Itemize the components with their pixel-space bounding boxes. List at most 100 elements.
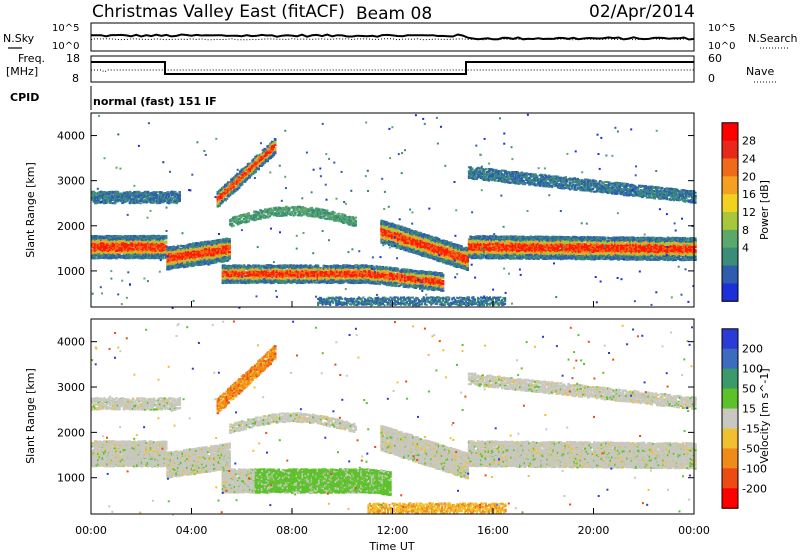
- echo-cell: [164, 240, 168, 243]
- echo-cell: [124, 257, 127, 260]
- echo-cell: [118, 237, 121, 240]
- beam-title: Beam 08: [356, 4, 432, 24]
- echo-cell: [100, 255, 103, 258]
- echo-cell: [161, 251, 165, 254]
- echo-cell: [148, 239, 151, 242]
- echo-cell: [164, 251, 168, 254]
- echo-cell: [116, 243, 120, 246]
- echo-cell: [139, 242, 142, 245]
- echo-cell: [94, 237, 97, 239]
- echo-cell: [154, 240, 157, 243]
- echo-cell: [148, 237, 151, 240]
- echo-cell: [130, 252, 133, 255]
- echo-cell: [163, 241, 166, 244]
- echo-cell: [158, 256, 162, 259]
- echo-cell: [228, 238, 231, 240]
- echo-cell: [110, 242, 114, 245]
- echo-cell: [94, 250, 97, 252]
- echo-cell: [172, 266, 175, 269]
- echo-cell: [94, 243, 97, 246]
- echo-cell: [151, 236, 154, 239]
- echo-cell: [161, 235, 165, 237]
- echo-cell: [125, 246, 129, 249]
- echo-cell: [148, 246, 151, 249]
- echo-cell: [154, 244, 157, 247]
- echo-cell: [136, 251, 139, 254]
- echo-cell: [97, 246, 100, 249]
- echo-cell: [113, 240, 117, 243]
- power-marks: [91, 113, 697, 309]
- echo-cell: [142, 254, 145, 257]
- echo-cell: [173, 264, 177, 267]
- echo-cell: [139, 245, 142, 248]
- echo-cell: [97, 235, 100, 238]
- echo-cell: [151, 243, 154, 246]
- echo-cell: [142, 241, 145, 244]
- echo-cell: [142, 245, 145, 248]
- echo-cell: [104, 243, 108, 246]
- echo-cell: [112, 255, 115, 258]
- echo-cell: [119, 256, 123, 259]
- nave-label: Nave: [746, 65, 774, 78]
- echo-cell: [169, 246, 172, 248]
- echo-cell: [131, 253, 135, 256]
- echo-cell: [157, 236, 160, 239]
- echo-cell: [107, 235, 111, 238]
- echo-cell: [127, 236, 130, 239]
- echo-cell: [140, 244, 144, 247]
- echo-cell: [137, 257, 141, 260]
- echo-cell: [95, 254, 99, 257]
- echo-cell: [107, 248, 111, 251]
- echo-cell: [107, 257, 111, 260]
- echo-cell: [145, 249, 148, 252]
- echo-cell: [125, 240, 129, 243]
- echo-cell: [91, 254, 94, 257]
- echo-cell: [172, 257, 175, 260]
- echo-cell: [112, 242, 115, 245]
- echo-cell: [122, 249, 126, 252]
- echo-cell: [167, 255, 171, 257]
- echo-cell: [154, 246, 157, 249]
- echo-cell: [131, 239, 135, 242]
- echo-cell: [146, 254, 150, 257]
- echo-cell: [154, 238, 157, 240]
- echo-cell: [158, 235, 162, 238]
- echo-cell: [134, 249, 138, 251]
- echo-cell: [103, 251, 106, 254]
- echo-cell: [157, 234, 160, 237]
- echo-cell: [133, 248, 136, 251]
- echo-cell: [92, 251, 96, 254]
- echo-cell: [145, 248, 148, 251]
- echo-cell: [97, 255, 100, 258]
- echo-cell: [104, 247, 108, 250]
- echo-cell: [167, 253, 171, 256]
- echo-cell: [133, 241, 136, 244]
- echo-cell: [172, 248, 175, 251]
- echo-cell: [160, 243, 163, 246]
- echo-cell: [166, 252, 169, 255]
- echo-cell: [121, 240, 124, 243]
- echo-cell: [130, 255, 133, 258]
- echo-cell: [161, 247, 165, 250]
- echo-cell: [122, 242, 126, 245]
- echo-cell: [125, 245, 129, 248]
- echo-cell: [157, 244, 160, 247]
- echo-cell: [128, 253, 132, 256]
- echo-cell: [170, 263, 174, 266]
- echo-cell: [119, 247, 123, 250]
- echo-cell: [167, 266, 171, 269]
- echo-cell: [166, 246, 169, 249]
- echo-cell: [121, 255, 124, 258]
- echo-cell: [169, 263, 172, 266]
- echo-cell: [151, 240, 154, 243]
- echo-cell: [119, 255, 123, 258]
- echo-cell: [136, 253, 139, 256]
- echo-cell: [139, 239, 142, 242]
- echo-cell: [145, 255, 148, 257]
- echo-cell: [98, 244, 102, 247]
- echo-cell: [94, 239, 97, 242]
- echo-cell: [148, 254, 151, 257]
- echo-cell: [101, 245, 105, 248]
- echo-cell: [151, 249, 154, 252]
